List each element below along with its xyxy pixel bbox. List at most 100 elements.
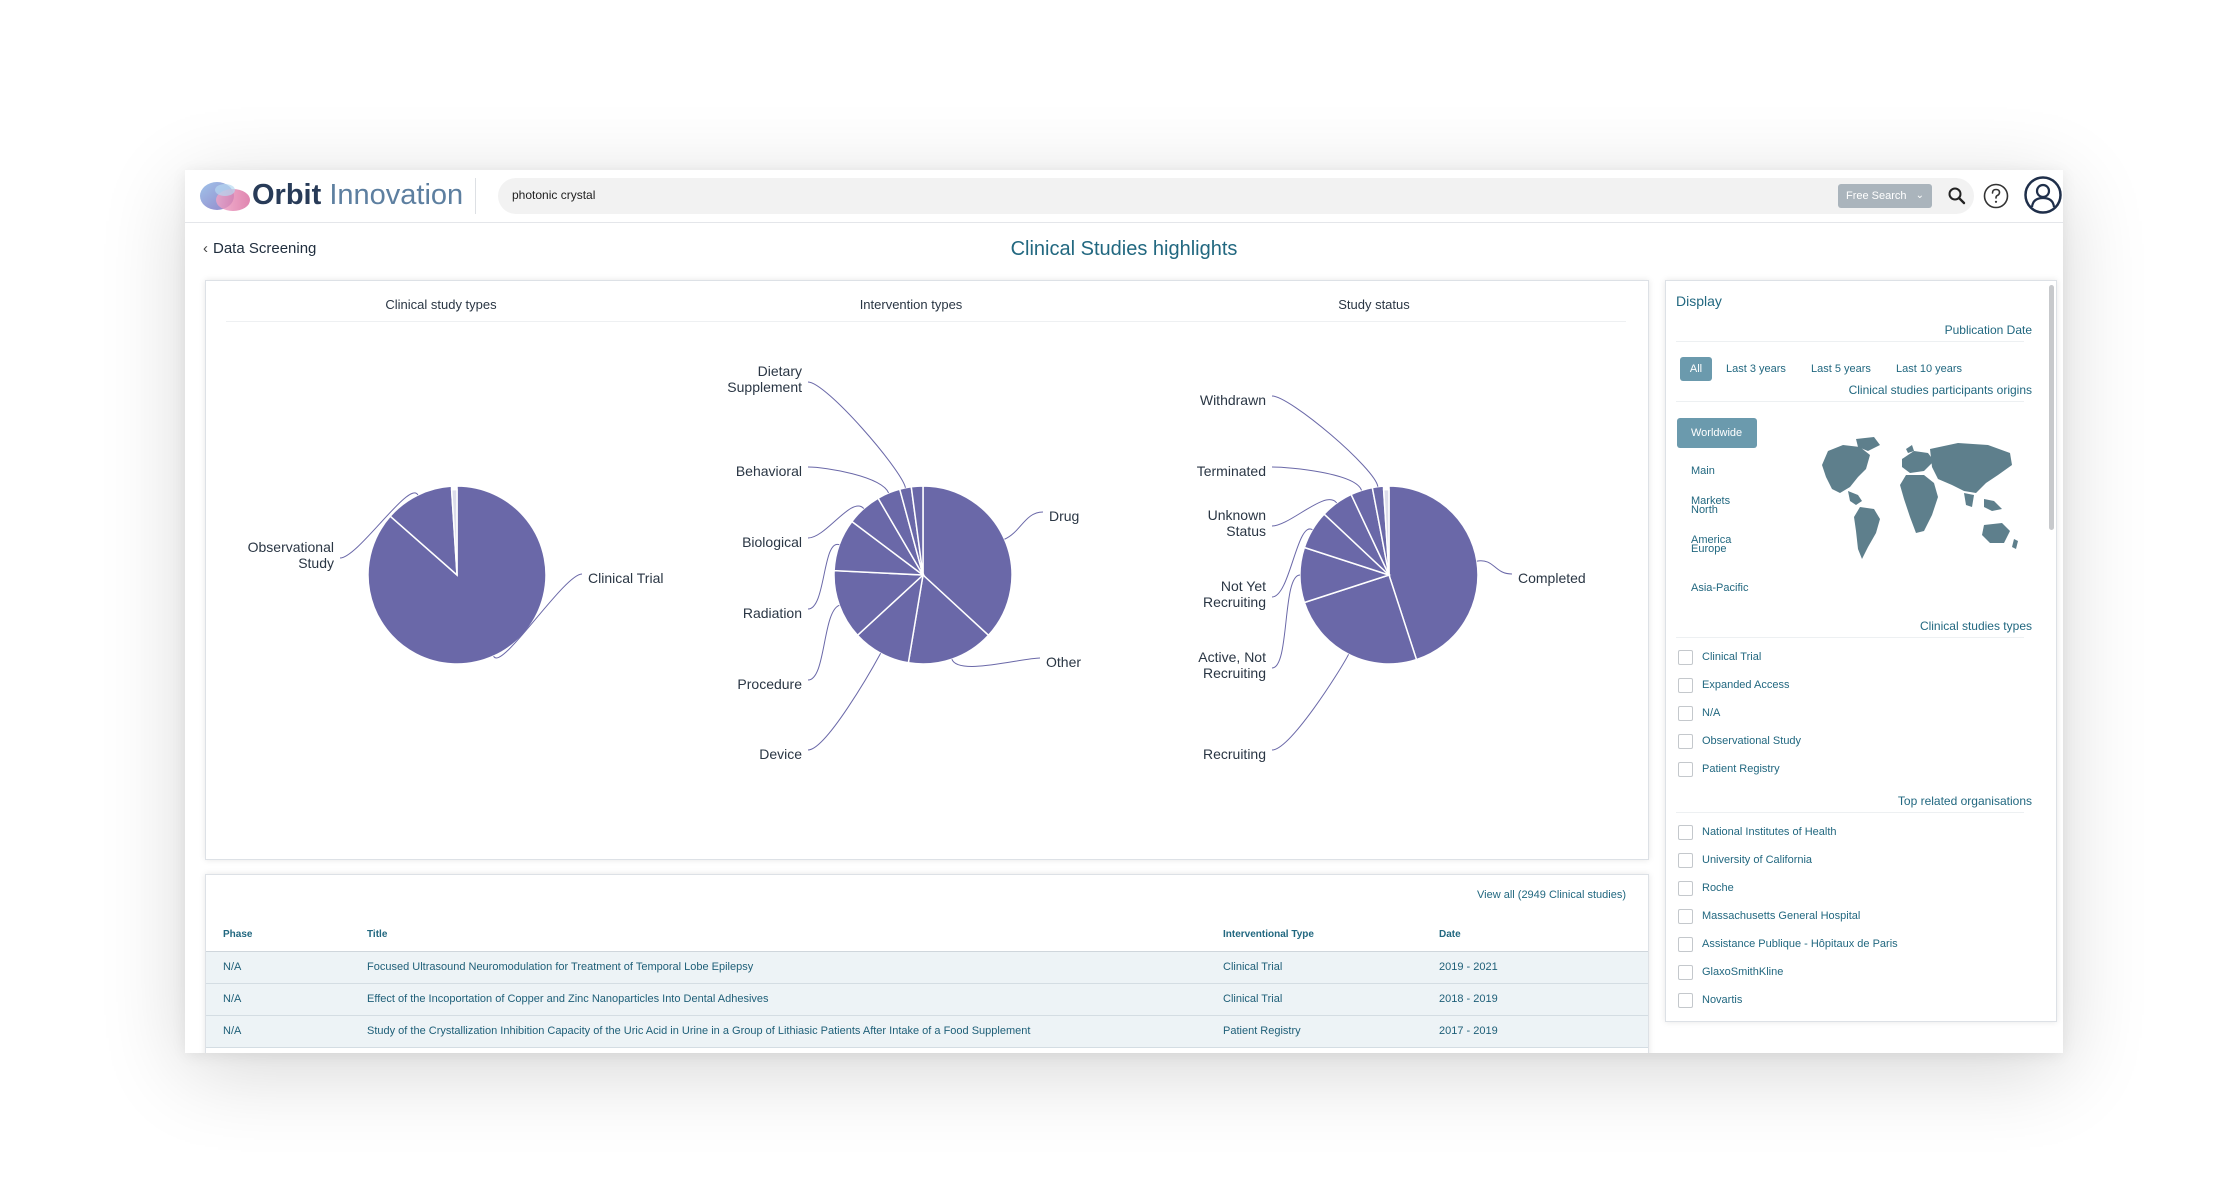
search-bar: Free Search ⌄ xyxy=(498,178,1974,214)
pie-label-dietary-supplement: DietarySupplement xyxy=(727,363,802,395)
filter-label: GlaxoSmithKline xyxy=(1702,966,1783,978)
region-asia-pacific[interactable]: Asia-Pacific xyxy=(1677,573,1757,603)
pie-leader-line xyxy=(808,605,839,680)
header-title[interactable]: Title xyxy=(367,929,387,940)
date-filter-5y[interactable]: Last 5 years xyxy=(1811,357,1871,381)
user-icon[interactable] xyxy=(2024,176,2062,214)
cell-title[interactable]: Effect of the Incoportation of Copper an… xyxy=(367,993,769,1005)
pie-label-terminated: Terminated xyxy=(1197,463,1266,479)
filter-label: National Institutes of Health xyxy=(1702,826,1837,838)
side-scrollbar[interactable] xyxy=(2049,285,2054,530)
filter-label: University of California xyxy=(1702,854,1812,866)
page-title: Clinical Studies highlights xyxy=(185,238,2063,261)
cell-type: Clinical Trial xyxy=(1223,961,1282,973)
region-worldwide[interactable]: Worldwide xyxy=(1677,418,1757,448)
pie-label-procedure: Procedure xyxy=(737,676,802,692)
filter-label: Patient Registry xyxy=(1702,763,1780,775)
world-map[interactable] xyxy=(1788,431,2028,571)
region-north-america[interactable]: North America xyxy=(1677,495,1757,525)
cell-title[interactable]: Focused Ultrasound Neuromodulation for T… xyxy=(367,961,753,973)
date-filter-3y[interactable]: Last 3 years xyxy=(1726,357,1786,381)
view-all-link[interactable]: View all (2949 Clinical studies) xyxy=(1477,889,1626,901)
table-row[interactable]: N/A Effect of the Incoportation of Coppe… xyxy=(206,984,1648,1016)
pie-label-device: Device xyxy=(759,746,802,762)
checkbox[interactable] xyxy=(1678,706,1693,721)
top-bar: Orbit Innovation Free Search ⌄ xyxy=(185,170,2063,223)
filter-label: Assistance Publique - Hôpitaux de Paris xyxy=(1702,938,1898,950)
pie-charts: Clinical TrialObservationalStudyDrugOthe… xyxy=(206,281,1648,859)
section-divider xyxy=(1676,812,2024,813)
publication-date-heading: Publication Date xyxy=(1945,323,2032,337)
checkbox[interactable] xyxy=(1678,909,1693,924)
header-date[interactable]: Date xyxy=(1439,929,1461,940)
pie-leader-line xyxy=(808,382,905,488)
checkbox[interactable] xyxy=(1678,762,1693,777)
pie-leader-line xyxy=(1272,467,1362,490)
checkbox[interactable] xyxy=(1678,650,1693,665)
filter-label: Roche xyxy=(1702,882,1734,894)
cell-date: 2017 - 2019 xyxy=(1439,1025,1498,1037)
pie-leader-line xyxy=(1272,575,1300,668)
display-title: Display xyxy=(1676,293,1722,309)
header-phase[interactable]: Phase xyxy=(223,929,252,940)
section-divider xyxy=(1676,341,2024,342)
cell-phase: N/A xyxy=(223,1025,241,1037)
display-panel: Display Publication Date All Last 3 year… xyxy=(1665,280,2057,1022)
filter-label: Massachusetts General Hospital xyxy=(1702,910,1860,922)
cell-title[interactable]: Study of the Crystallization Inhibition … xyxy=(367,1025,1030,1037)
date-filter-all[interactable]: All xyxy=(1680,357,1712,381)
pie-leader-line xyxy=(952,658,1040,666)
pie-label-other: Other xyxy=(1046,654,1081,670)
brand-light: Innovation xyxy=(321,179,463,211)
pie-label-observational-study: ObservationalStudy xyxy=(248,539,334,571)
pie-leader-line xyxy=(808,467,889,493)
checkbox[interactable] xyxy=(1678,853,1693,868)
pie-label-radiation: Radiation xyxy=(743,605,802,621)
studies-table-panel: View all (2949 Clinical studies) Phase T… xyxy=(205,874,1649,1053)
checkbox[interactable] xyxy=(1678,881,1693,896)
orbit-logo[interactable] xyxy=(197,178,253,214)
charts-panel: Clinical study types Intervention types … xyxy=(205,280,1649,860)
pie-label-not-yet-recruiting: Not YetRecruiting xyxy=(1203,578,1266,610)
checkbox[interactable] xyxy=(1678,993,1693,1008)
region-europe[interactable]: Europe xyxy=(1677,534,1757,564)
pie-label-withdrawn: Withdrawn xyxy=(1200,392,1266,408)
pie-label-unknown-status: UnknownStatus xyxy=(1208,507,1266,539)
date-filter-10y[interactable]: Last 10 years xyxy=(1896,357,1962,381)
pie-label-recruiting: Recruiting xyxy=(1203,746,1266,762)
origins-heading: Clinical studies participants origins xyxy=(1849,383,2032,397)
table-row[interactable]: N/A Study of the Crystallization Inhibit… xyxy=(206,1016,1648,1048)
cell-phase: N/A xyxy=(223,961,241,973)
header-type[interactable]: Interventional Type xyxy=(1223,929,1314,940)
checkbox[interactable] xyxy=(1678,734,1693,749)
section-divider xyxy=(1676,637,2024,638)
cell-type: Clinical Trial xyxy=(1223,993,1282,1005)
pie-leader-line xyxy=(1272,654,1349,750)
cell-type: Patient Registry xyxy=(1223,1025,1301,1037)
top-orgs-heading: Top related organisations xyxy=(1898,794,2032,808)
cell-phase: N/A xyxy=(223,993,241,1005)
chevron-down-icon: ⌄ xyxy=(1916,184,1924,208)
table-row[interactable]: N/A Focused Ultrasound Neuromodulation f… xyxy=(206,952,1648,984)
pie-leader-line xyxy=(1005,512,1044,539)
study-types-heading: Clinical studies types xyxy=(1920,619,2032,633)
cell-date: 2019 - 2021 xyxy=(1439,961,1498,973)
search-icon[interactable] xyxy=(1947,186,1967,206)
filter-label: N/A xyxy=(1702,707,1720,719)
checkbox[interactable] xyxy=(1678,965,1693,980)
pie-label-completed: Completed xyxy=(1518,570,1586,586)
checkbox[interactable] xyxy=(1678,825,1693,840)
section-divider xyxy=(1676,401,2024,402)
help-icon[interactable] xyxy=(1983,183,2009,209)
cell-date: 2018 - 2019 xyxy=(1439,993,1498,1005)
checkbox[interactable] xyxy=(1678,937,1693,952)
filter-label: Novartis xyxy=(1702,994,1742,1006)
region-main-markets[interactable]: Main Markets xyxy=(1677,456,1757,486)
search-mode-dropdown[interactable]: Free Search ⌄ xyxy=(1838,184,1932,208)
brand-bold: Orbit xyxy=(252,179,321,211)
checkbox[interactable] xyxy=(1678,678,1693,693)
pie-label-biological: Biological xyxy=(742,534,802,550)
brand-name: Orbit Innovation xyxy=(252,177,463,213)
search-input[interactable] xyxy=(512,188,1412,202)
topbar-divider xyxy=(475,178,476,214)
